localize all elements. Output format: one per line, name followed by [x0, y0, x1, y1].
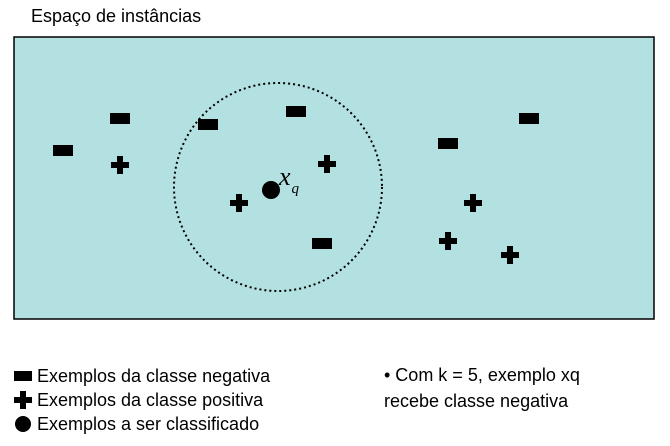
note-line-1: • Com k = 5, exemplo xq	[384, 365, 580, 385]
k-neighborhood-circle	[173, 82, 383, 292]
plus-icon	[14, 391, 32, 409]
query-example	[262, 181, 280, 199]
negative-example	[198, 119, 218, 130]
classification-note: • Com k = 5, exemplo xq recebe classe ne…	[384, 362, 664, 414]
legend-label-positive: Exemplos da classe positiva	[37, 390, 264, 410]
legend-label-query: Exemplos a ser classificado	[37, 414, 260, 434]
query-label: xq	[278, 162, 300, 197]
legend-item-query: Exemplos a ser classificado	[14, 412, 270, 436]
legend-item-positive: Exemplos da classe positiva	[14, 388, 270, 412]
legend: Exemplos da classe negativa Exemplos da …	[14, 364, 270, 436]
filled-circle-icon	[15, 416, 31, 432]
negative-example	[53, 145, 73, 156]
instance-space-title: Espaço de instâncias	[31, 6, 202, 26]
negative-example	[438, 138, 458, 149]
legend-label-negative: Exemplos da classe negativa	[37, 366, 271, 386]
instance-space-area	[13, 36, 655, 320]
note-line-2: recebe classe negativa	[384, 391, 569, 411]
negative-example	[286, 106, 306, 117]
negative-example	[110, 113, 130, 124]
negative-example	[519, 113, 539, 124]
rectangle-icon	[14, 371, 32, 381]
legend-item-negative: Exemplos da classe negativa	[14, 364, 270, 388]
negative-example	[312, 238, 332, 249]
